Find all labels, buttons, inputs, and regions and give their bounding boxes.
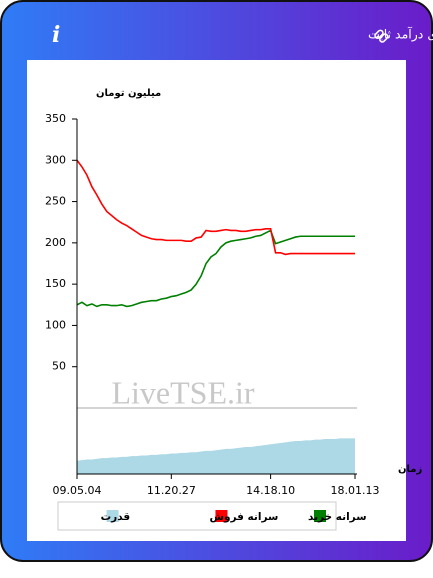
power-area xyxy=(77,438,355,474)
y-tick-label: 200 xyxy=(45,236,66,249)
info-icon[interactable]: i xyxy=(52,22,60,48)
y-tick-label: 350 xyxy=(45,112,66,125)
legend xyxy=(57,501,337,531)
legend-label: سرانه خرید xyxy=(308,511,367,523)
watermark: LiveTSE.ir xyxy=(111,374,254,410)
link-icon xyxy=(374,29,389,43)
y-axis-label: میلیون تومان xyxy=(96,88,161,99)
y-tick-label: 50 xyxy=(52,360,66,373)
y-tick-label: 150 xyxy=(45,277,66,290)
y-tick-label: 250 xyxy=(45,195,66,208)
header-title: سرانه ی خرید و فروش حقیقی در صندوق های د… xyxy=(368,27,433,43)
legend-swatch xyxy=(106,510,119,522)
legend-label: قدرت xyxy=(101,511,131,523)
x-axis-label: زمان xyxy=(398,464,422,475)
y-tick-label: 100 xyxy=(45,318,66,331)
x-tick-label: 14.18.10 xyxy=(246,484,295,497)
y-tick-label: 300 xyxy=(45,153,66,166)
legend-swatch xyxy=(314,510,326,522)
legend-swatch xyxy=(215,510,228,522)
series-line xyxy=(76,229,355,308)
series-line xyxy=(76,159,355,256)
x-tick-label: 09.05.04 xyxy=(53,484,102,497)
legend-label: سرانه فروش xyxy=(209,511,278,523)
x-tick-label: 11.20.27 xyxy=(147,484,196,497)
x-tick-label: 18.01.13 xyxy=(331,484,380,497)
